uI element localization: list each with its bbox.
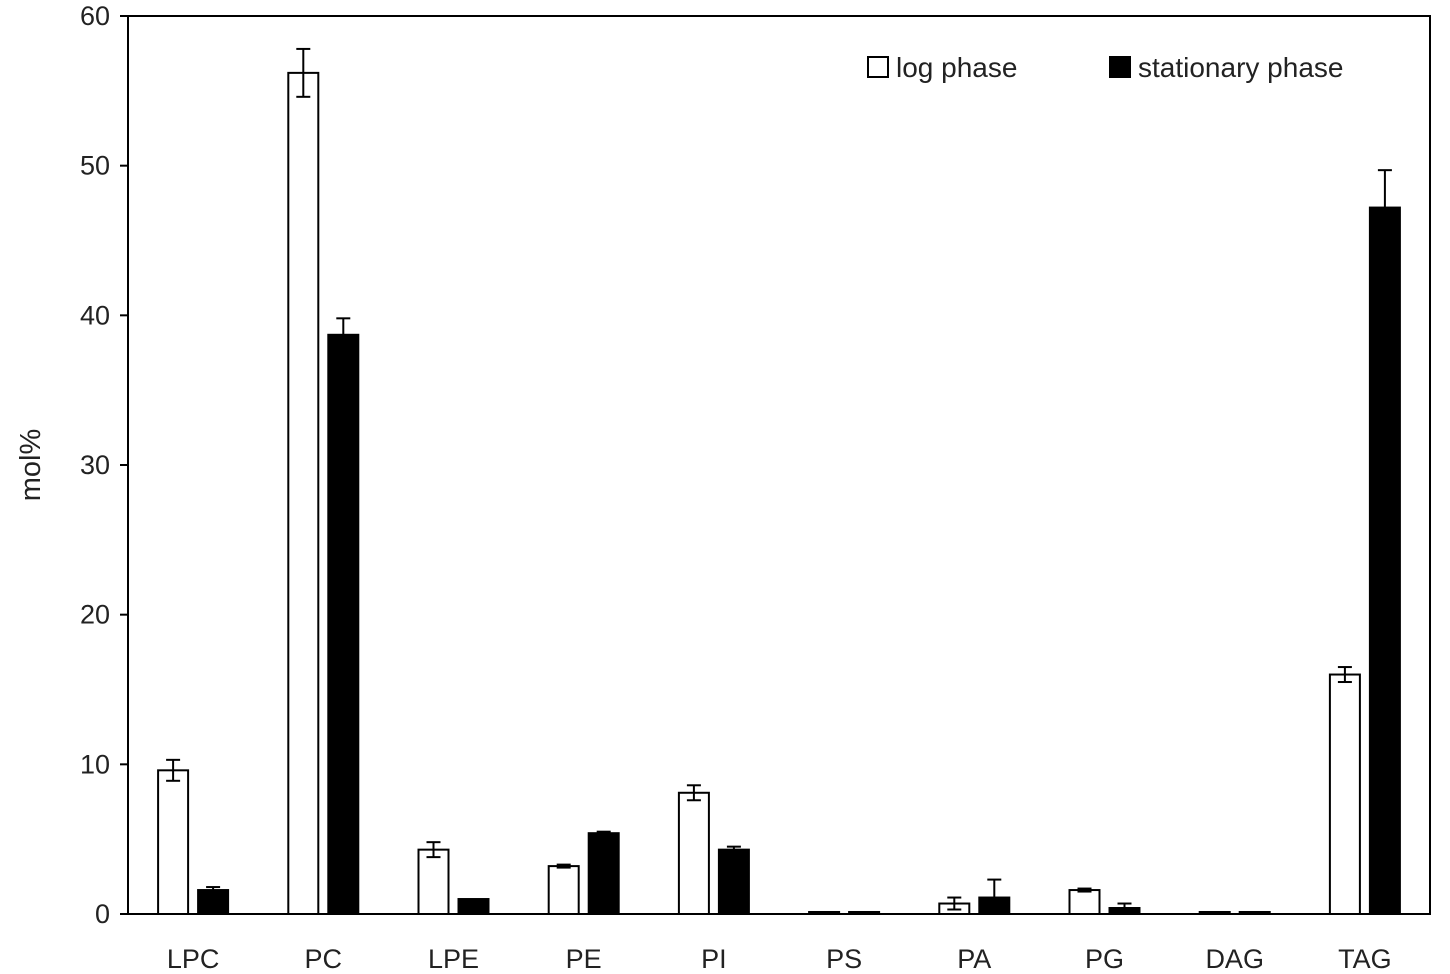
bar-pg-log: [1068, 889, 1101, 916]
x-tick-label-pg: PG: [1085, 944, 1124, 974]
error-bar-pa-log: [947, 896, 962, 911]
error-bar-tag-log: [1337, 666, 1352, 684]
error-bar-pe-stationary: [596, 830, 611, 836]
error-bar-lpe-log: [426, 841, 441, 859]
x-tick-label-ps: PS: [826, 944, 862, 974]
bar-pi-log: [677, 791, 710, 916]
legend-swatch-stationary-phase: [1109, 56, 1131, 78]
legend-label-stationary-phase: stationary phase: [1138, 52, 1343, 83]
error-bar-pc-stationary: [336, 317, 351, 353]
bar-dag-stationary: [1238, 911, 1271, 915]
error-bar-pi-stationary: [726, 845, 741, 854]
error-bar-pi-log: [686, 784, 701, 802]
error-bar-lpc-stationary: [206, 886, 221, 895]
y-axis-title: mol%: [15, 429, 47, 502]
x-tick-label-lpc: LPC: [167, 944, 220, 974]
x-tick-label-pe: PE: [566, 944, 602, 974]
error-bar-pa-stationary: [987, 878, 1002, 915]
legend: log phase stationary phase: [867, 52, 1343, 83]
bar-pe-log: [547, 865, 580, 916]
y-tick-label: 20: [80, 600, 110, 630]
bar-tag-log: [1328, 673, 1361, 915]
y-tick-label: 50: [80, 151, 110, 181]
bar-dag-log: [1198, 911, 1231, 915]
error-bar-tag-stationary: [1377, 169, 1392, 246]
legend-swatch-log-phase: [867, 56, 889, 78]
bar-lpc-log: [157, 769, 190, 915]
bar-lpe-log: [417, 848, 450, 915]
y-axis: 0 10 20 30 40 50 60: [80, 1, 128, 929]
legend-label-log-phase: log phase: [896, 52, 1017, 83]
error-bar-pe-log: [556, 863, 571, 869]
y-tick-label: 30: [80, 450, 110, 480]
y-tick-label: 0: [95, 899, 110, 929]
bar-pe-stationary: [587, 832, 620, 915]
x-tick-label-tag: TAG: [1338, 944, 1392, 974]
bar-pi-stationary: [717, 848, 750, 915]
bars-layer: [157, 47, 1401, 916]
y-tick-label: 10: [80, 749, 110, 779]
error-bar-pg-stationary: [1117, 902, 1132, 914]
bar-lpe-stationary: [457, 898, 490, 915]
x-axis: LPC PC LPE PE PI PS PA PG DAG TAG: [167, 944, 1392, 974]
x-tick-label-pc: PC: [305, 944, 343, 974]
error-bar-pg-log: [1077, 887, 1092, 893]
bar-tag-stationary: [1368, 206, 1401, 916]
y-tick-label: 40: [80, 300, 110, 330]
x-tick-label-pi: PI: [701, 944, 727, 974]
plot-border: [127, 15, 1431, 915]
plot-area: [127, 15, 1431, 915]
bar-ps-stationary: [848, 911, 881, 915]
x-tick-label-lpe: LPE: [428, 944, 479, 974]
bar-pc-stationary: [327, 333, 360, 916]
x-tick-label-pa: PA: [957, 944, 991, 974]
bar-pc-log: [287, 71, 320, 915]
y-tick-label: 60: [80, 1, 110, 31]
error-bar-pc-log: [296, 47, 311, 98]
error-bar-lpc-log: [166, 758, 181, 782]
bar-ps-log: [808, 911, 841, 915]
x-tick-label-dag: DAG: [1205, 944, 1264, 974]
